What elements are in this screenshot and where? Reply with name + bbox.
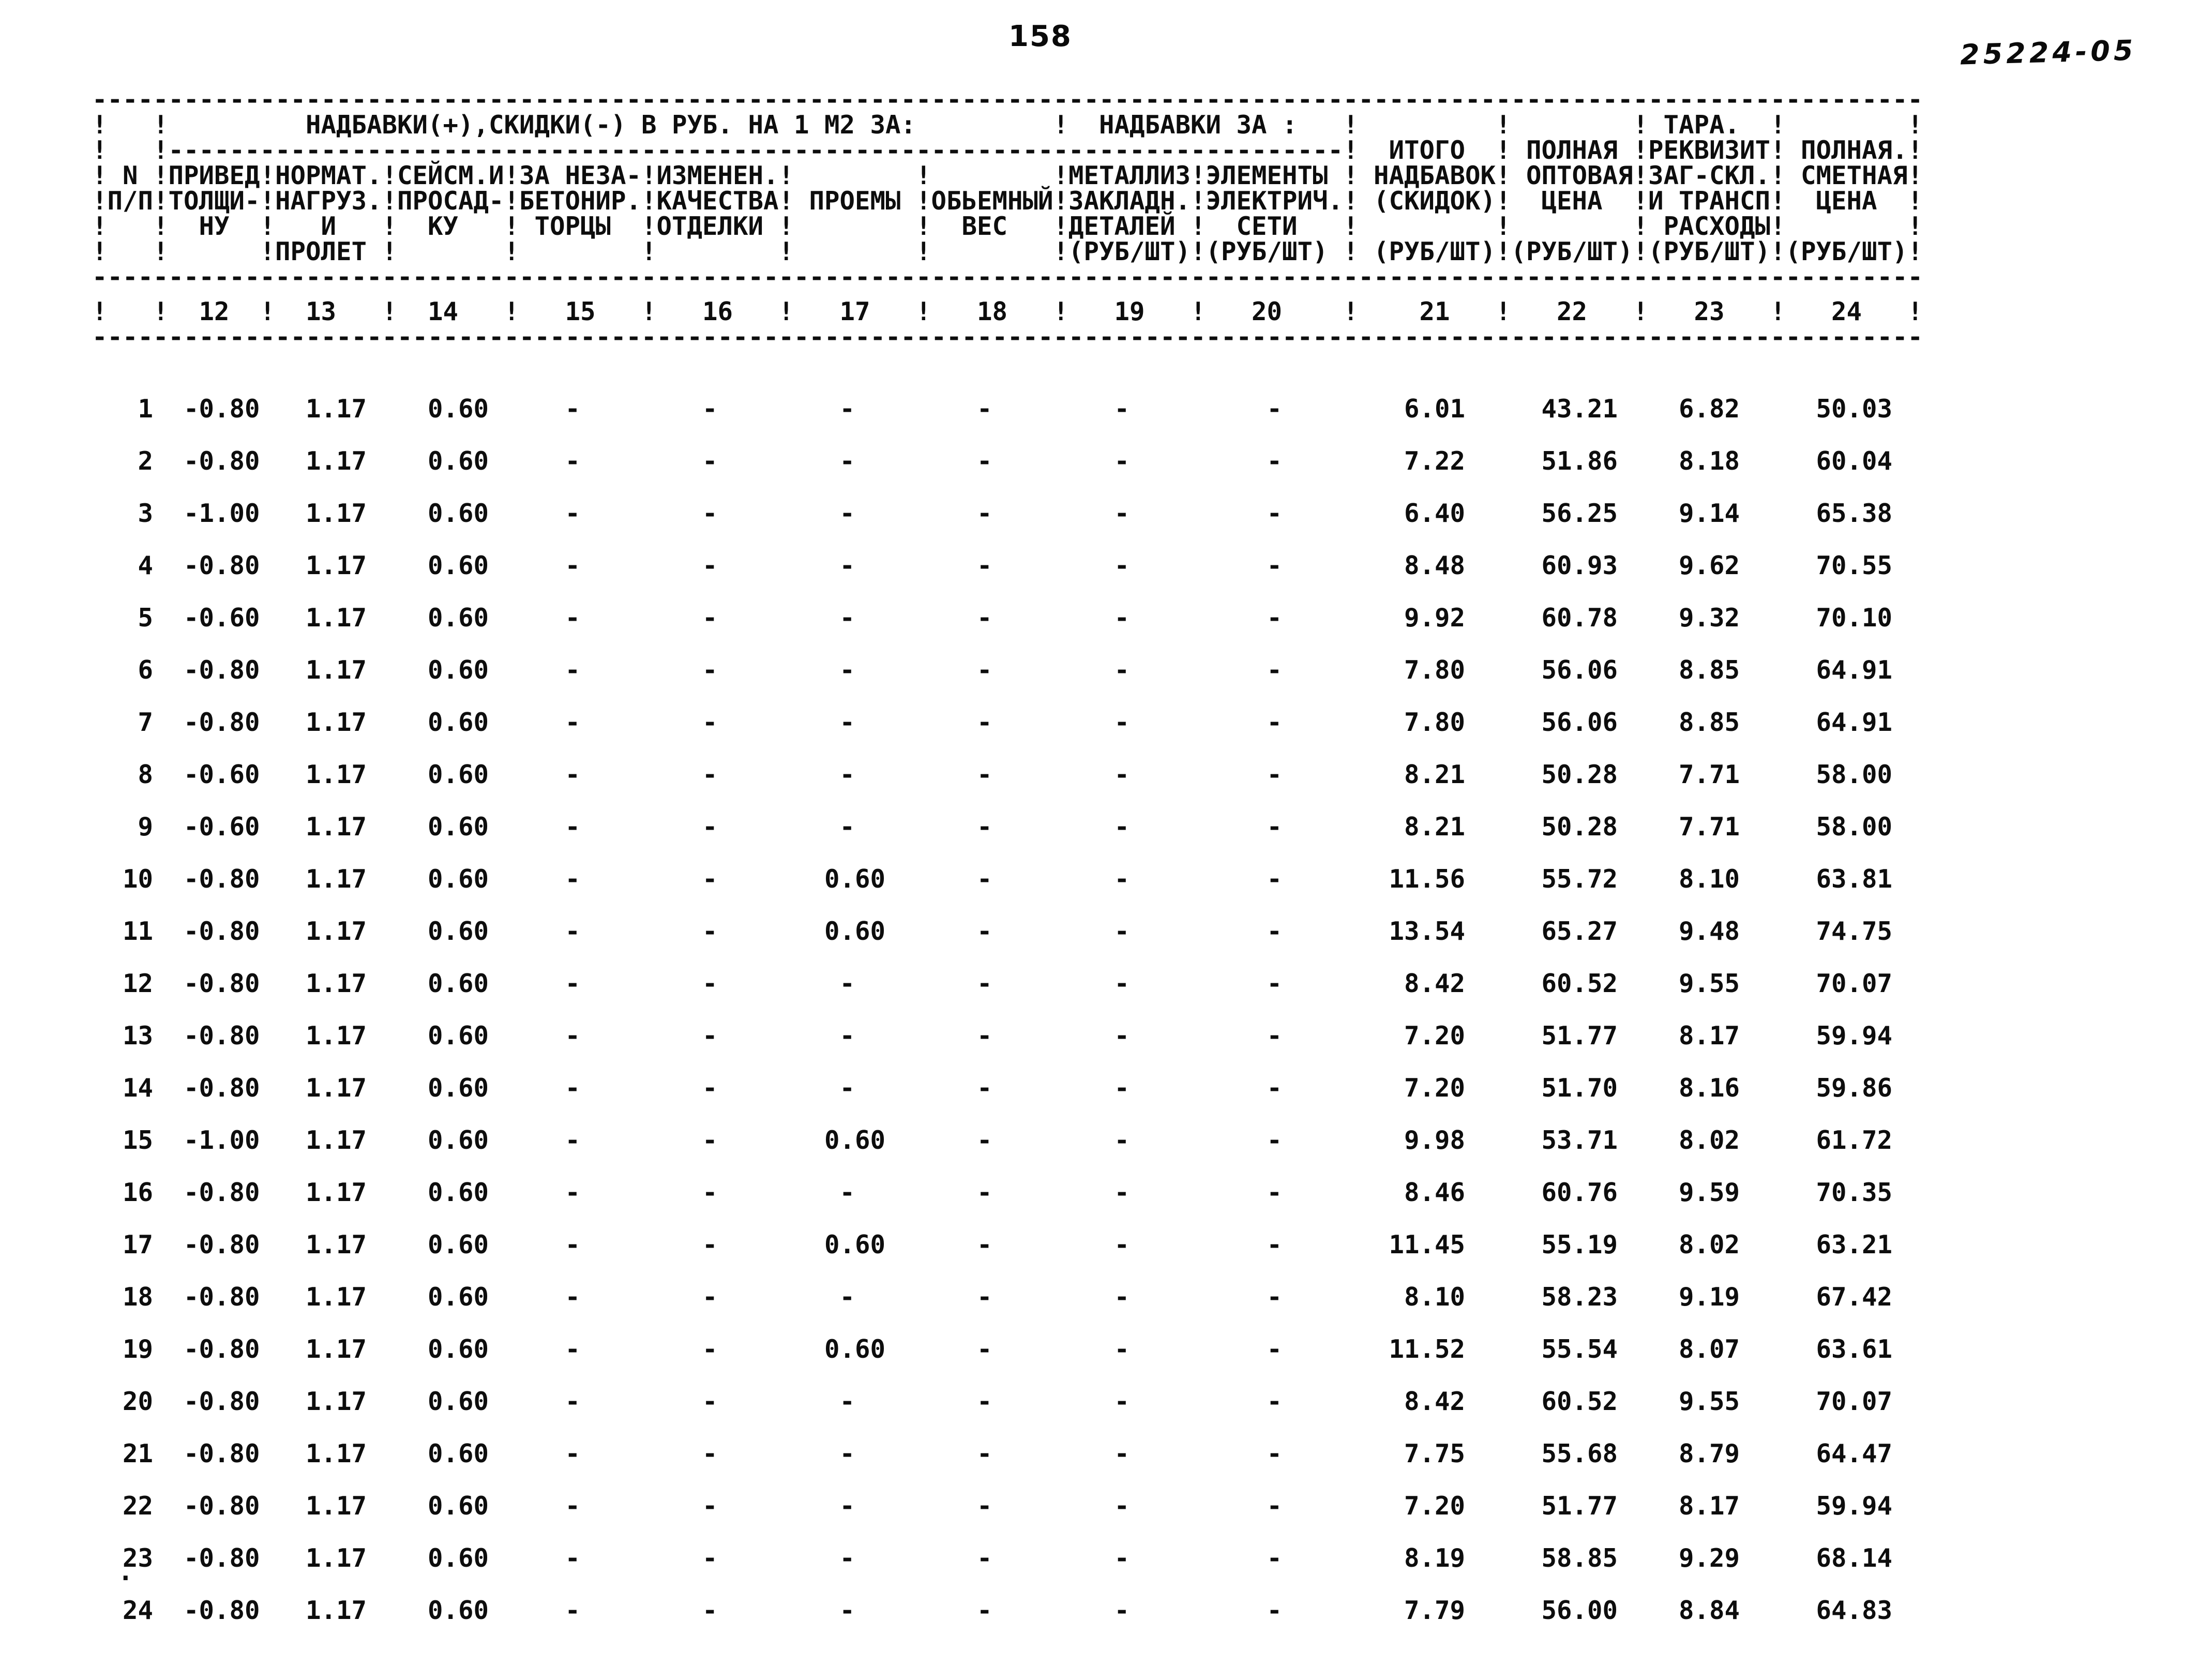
table-header-line: ----------------------------------------… xyxy=(92,262,1923,292)
table-rule: ----------------------------------------… xyxy=(92,322,1923,352)
table-row: 11 -0.80 1.17 0.60 - - 0.60 - - - 13.54 … xyxy=(92,917,1923,946)
table-row: 23 -0.80 1.17 0.60 - - - - - - 8.19 58.8… xyxy=(92,1543,1923,1573)
column-numbers-row: ! ! 12 ! 13 ! 14 ! 15 ! 16 ! 17 ! 18 ! 1… xyxy=(92,297,1923,326)
table-header: ----------------------------------------… xyxy=(92,87,1923,290)
table-row: 7 -0.80 1.17 0.60 - - - - - - 7.80 56.06… xyxy=(92,708,1923,737)
table-row: 14 -0.80 1.17 0.60 - - - - - - 7.20 51.7… xyxy=(92,1073,1923,1103)
table-row: 6 -0.80 1.17 0.60 - - - - - - 7.80 56.06… xyxy=(92,655,1923,685)
table-header-line: ! ! НАДБАВКИ(+),СКИДКИ(-) В РУБ. НА 1 М2… xyxy=(92,110,1923,140)
table-row: 3 -1.00 1.17 0.60 - - - - - - 6.40 56.25… xyxy=(92,499,1923,528)
price-table: ----------------------------------------… xyxy=(92,87,1923,1637)
table-row: 2 -0.80 1.17 0.60 - - - - - - 7.22 51.86… xyxy=(92,446,1923,476)
table-row: 15 -1.00 1.17 0.60 - - 0.60 - - - 9.98 5… xyxy=(92,1126,1923,1155)
table-row: 19 -0.80 1.17 0.60 - - 0.60 - - - 11.52 … xyxy=(92,1334,1923,1364)
table-row: 4 -0.80 1.17 0.60 - - - - - - 8.48 60.93… xyxy=(92,551,1923,580)
table-header-line: ----------------------------------------… xyxy=(92,85,1923,114)
table-header-line: ! !-------------------------------------… xyxy=(92,136,1923,165)
table-row: 20 -0.80 1.17 0.60 - - - - - - 8.42 60.5… xyxy=(92,1387,1923,1416)
table-row: 13 -0.80 1.17 0.60 - - - - - - 7.20 51.7… xyxy=(92,1021,1923,1051)
table-header-line: ! N !ПРИВЕД!НОРМАТ.!СЕЙСМ.И!ЗА НЕЗА-!ИЗМ… xyxy=(92,161,1923,190)
table-row: 21 -0.80 1.17 0.60 - - - - - - 7.75 55.6… xyxy=(92,1439,1923,1468)
table-row: 12 -0.80 1.17 0.60 - - - - - - 8.42 60.5… xyxy=(92,969,1923,998)
table-row: 24 -0.80 1.17 0.60 - - - - - - 7.79 56.0… xyxy=(92,1596,1923,1625)
table-body: 1 -0.80 1.17 0.60 - - - - - - 6.01 43.21… xyxy=(92,383,1923,1637)
table-row: 16 -0.80 1.17 0.60 - - - - - - 8.46 60.7… xyxy=(92,1178,1923,1207)
table-row: 8 -0.60 1.17 0.60 - - - - - - 8.21 50.28… xyxy=(92,760,1923,789)
stray-dot-mark: . xyxy=(118,1557,133,1586)
table-row: 18 -0.80 1.17 0.60 - - - - - - 8.10 58.2… xyxy=(92,1282,1923,1312)
page-number: 158 xyxy=(1008,20,1072,53)
table-row: 22 -0.80 1.17 0.60 - - - - - - 7.20 51.7… xyxy=(92,1491,1923,1521)
table-row: 9 -0.60 1.17 0.60 - - - - - - 8.21 50.28… xyxy=(92,812,1923,842)
document-code-handwritten: 25224-05 xyxy=(1960,34,2137,71)
table-row: 1 -0.80 1.17 0.60 - - - - - - 6.01 43.21… xyxy=(92,394,1923,424)
table-header-line: ! ! !ПРОЛЕТ ! ! ! ! ! !(РУБ/ШТ)!(РУБ/ШТ)… xyxy=(92,237,1923,266)
table-header-line: ! ! НУ ! И ! КУ ! ТОРЦЫ !ОТДЕЛКИ ! ! ВЕС… xyxy=(92,212,1923,241)
table-row: 10 -0.80 1.17 0.60 - - 0.60 - - - 11.56 … xyxy=(92,864,1923,894)
table-header-line: !П/П!ТОЛЩИ-!НАГРУЗ.!ПРОСАД-!БЕТОНИР.!КАЧ… xyxy=(92,186,1923,216)
table-row: 17 -0.80 1.17 0.60 - - 0.60 - - - 11.45 … xyxy=(92,1230,1923,1259)
table-row: 5 -0.60 1.17 0.60 - - - - - - 9.92 60.78… xyxy=(92,603,1923,633)
